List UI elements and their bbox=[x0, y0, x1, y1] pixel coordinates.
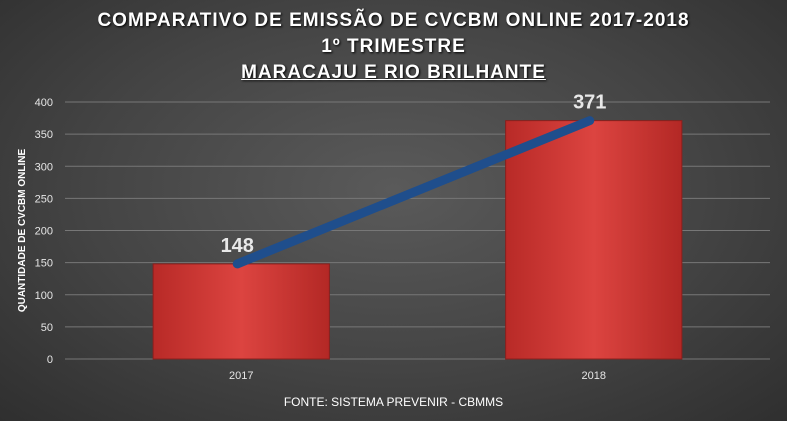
x-tick-label: 2018 bbox=[582, 370, 606, 382]
labels: 0 50 100 150 200 250 300 350 400 QUANTIDADE DE CV… bbox=[17, 92, 606, 382]
y-tick-label: 50 bbox=[41, 322, 53, 334]
trend-line-group bbox=[232, 116, 595, 269]
y-tick-label: 0 bbox=[47, 354, 53, 366]
bars bbox=[152, 120, 683, 360]
chart-title-line-2: 1º TRIMESTRE bbox=[321, 36, 466, 57]
bar-2018 bbox=[505, 120, 683, 360]
y-tick-label: 250 bbox=[35, 193, 53, 205]
y-tick-label: 100 bbox=[35, 290, 53, 302]
data-label-2018: 371 bbox=[573, 92, 606, 114]
chart-title-line-3: MARACAJU E RIO BRILHANTE bbox=[241, 62, 546, 83]
chart-title-line-1: COMPARATIVO DE EMISSÃO DE CVCBM ONLINE 2… bbox=[97, 10, 690, 31]
y-tick-label: 150 bbox=[35, 258, 53, 270]
trend-line bbox=[232, 116, 595, 269]
data-label-2017: 148 bbox=[221, 235, 254, 257]
y-axis-title: QUANTIDADE DE CVCBM ONLINE bbox=[17, 149, 28, 313]
y-tick-label: 350 bbox=[35, 129, 53, 141]
y-tick-label: 300 bbox=[35, 161, 53, 173]
y-tick-label: 400 bbox=[35, 97, 53, 109]
bar-2017 bbox=[152, 263, 330, 360]
x-tick-label: 2017 bbox=[229, 370, 253, 382]
y-tick-label: 200 bbox=[35, 226, 53, 238]
source-note: FONTE: SISTEMA PREVENIR - CBMMS bbox=[283, 395, 504, 409]
